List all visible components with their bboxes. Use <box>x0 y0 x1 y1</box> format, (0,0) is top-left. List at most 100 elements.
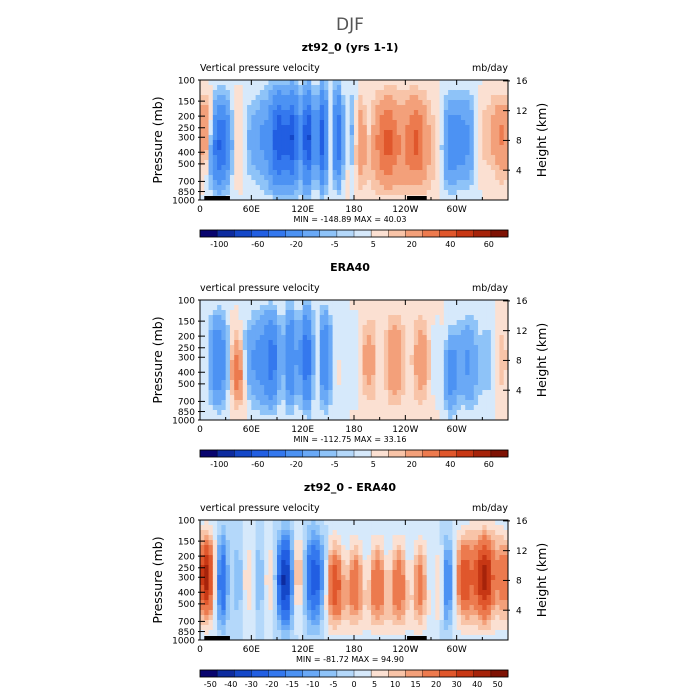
field-cell <box>341 130 346 136</box>
field-cell <box>336 100 342 106</box>
field-cell <box>388 555 393 561</box>
field-cell <box>341 100 346 106</box>
field-cell <box>383 415 389 421</box>
field-cell <box>281 95 286 101</box>
field-cell <box>319 105 325 111</box>
field-cell <box>413 85 419 91</box>
field-cell <box>439 170 445 176</box>
field-cell <box>229 320 235 326</box>
field-cell <box>379 580 385 586</box>
field-cell <box>383 530 389 536</box>
field-cell <box>238 195 244 201</box>
field-cell <box>289 85 295 91</box>
field-cell <box>349 415 355 421</box>
field-cell <box>332 565 338 571</box>
field-cell <box>482 110 488 116</box>
field-cell <box>362 90 368 96</box>
field-cell <box>371 610 376 616</box>
field-cell <box>499 80 505 86</box>
field-cell <box>217 390 222 396</box>
field-cell <box>366 105 372 111</box>
field-cell <box>251 90 257 96</box>
field-cell <box>242 345 248 351</box>
field-cell <box>272 540 278 546</box>
field-cell <box>221 520 227 526</box>
field-cell <box>247 590 252 596</box>
field-cell <box>456 365 462 371</box>
field-cell <box>345 615 351 621</box>
field-cell <box>435 330 440 336</box>
field-cell <box>379 360 385 366</box>
field-cell <box>319 555 325 561</box>
field-cell <box>409 605 415 611</box>
field-cell <box>242 340 248 346</box>
field-cell <box>259 125 265 131</box>
field-cell <box>328 375 334 381</box>
field-cell <box>242 405 248 411</box>
field-cell <box>409 190 415 196</box>
field-cell <box>285 585 291 591</box>
field-cell <box>490 120 496 126</box>
field-cell <box>289 365 295 371</box>
field-cell <box>383 330 389 336</box>
field-cell <box>413 575 419 581</box>
field-cell <box>302 395 308 401</box>
field-cell <box>289 310 295 316</box>
field-cell <box>294 635 299 641</box>
field-cell <box>443 315 449 321</box>
field-cell <box>319 595 325 601</box>
field-cell <box>285 310 291 316</box>
field-cell <box>439 125 445 131</box>
field-cell <box>345 340 351 346</box>
field-cell <box>217 565 222 571</box>
field-cell <box>431 105 436 111</box>
field-cell <box>371 390 376 396</box>
field-cell <box>332 590 338 596</box>
field-cell <box>251 600 257 606</box>
field-cell <box>443 330 449 336</box>
field-cell <box>298 185 304 191</box>
field-cell <box>306 370 312 376</box>
field-cell <box>341 385 346 391</box>
field-cell <box>345 305 351 311</box>
field-cell <box>277 160 282 166</box>
field-cell <box>375 115 381 121</box>
field-cell <box>277 155 282 161</box>
field-cell <box>460 400 466 406</box>
field-cell <box>255 540 261 546</box>
field-cell <box>229 190 235 196</box>
field-cell <box>229 85 235 91</box>
field-cell <box>375 175 381 181</box>
field-cell <box>469 100 475 106</box>
field-cell <box>482 350 488 356</box>
field-cell <box>336 575 342 581</box>
field-cell <box>306 400 312 406</box>
field-cell <box>229 620 235 626</box>
field-cell <box>490 365 496 371</box>
field-cell <box>405 365 411 371</box>
field-cell <box>234 605 239 611</box>
field-cell <box>358 570 363 576</box>
field-cell <box>255 400 261 406</box>
field-cell <box>234 190 239 196</box>
field-cell <box>289 555 295 561</box>
field-cell <box>478 400 483 406</box>
field-cell <box>405 305 411 311</box>
field-cell <box>392 130 398 136</box>
field-cell <box>486 180 492 186</box>
field-cell <box>426 125 432 131</box>
colorbar-swatch <box>490 229 509 238</box>
field-cell <box>315 595 321 601</box>
field-cell <box>405 530 411 536</box>
field-cell <box>311 150 316 156</box>
field-cell <box>204 160 209 166</box>
field-cell <box>401 410 406 416</box>
field-cell <box>251 370 257 376</box>
field-cell <box>289 160 295 166</box>
field-cell <box>388 390 393 396</box>
field-cell <box>388 135 393 141</box>
field-cell <box>341 520 346 526</box>
field-cell <box>435 565 440 571</box>
field-cell <box>264 360 269 366</box>
colorbar-swatch <box>473 449 492 458</box>
